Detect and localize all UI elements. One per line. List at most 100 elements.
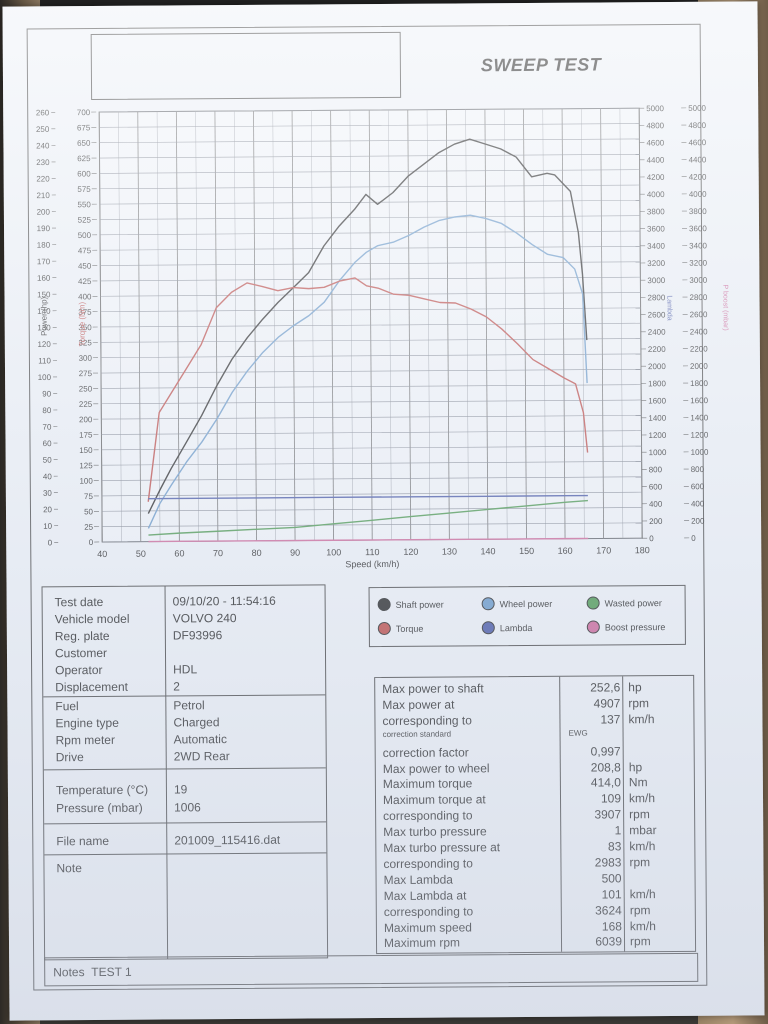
- info-row-customer: Customer: [54, 645, 108, 661]
- maxima-row: correction factor 0,997: [376, 743, 694, 760]
- power-tick-label: 80: [42, 406, 52, 415]
- maxima-value: 252,6: [590, 680, 621, 695]
- lambda-tick-label: 3200: [647, 259, 665, 268]
- torque-tick-label: 600: [77, 169, 91, 178]
- info-row-vehicle: Vehicle model VOLVO 240: [54, 611, 237, 627]
- maxima-unit: mbar: [629, 823, 657, 838]
- maxima-row: Max Lambda 500: [377, 871, 695, 887]
- info-row-engine: Engine type Charged: [55, 715, 220, 731]
- maxima-row: Maximum speed 168 km/h: [377, 918, 695, 935]
- x-tick-label: 80: [252, 548, 262, 558]
- torque-tick-label: 500: [78, 231, 92, 240]
- x-tick-label: 160: [558, 546, 573, 556]
- maxima-label: Max power to shaft: [382, 681, 484, 697]
- lambda-tick-label: 200: [649, 517, 663, 526]
- torque-tick-label: 550: [77, 200, 91, 209]
- torque-tick-label: 650: [77, 139, 91, 148]
- x-tick-label: 60: [174, 548, 184, 558]
- x-tick-label: 40: [97, 549, 107, 559]
- boost-tick-label: 2200: [690, 345, 708, 354]
- x-tick-label: 100: [326, 547, 341, 557]
- lambda-tick-label: 1000: [649, 448, 667, 457]
- info-row-rpm-meter: Rpm meter Automatic: [55, 732, 227, 748]
- maxima-label: Maximum torque: [382, 776, 473, 792]
- maxima-label: corresponding to: [383, 808, 473, 824]
- maxima-unit: km/h: [628, 791, 656, 806]
- maxima-label: corresponding to: [383, 903, 474, 919]
- power-tick-label: 70: [42, 423, 52, 432]
- maxima-unit: rpm: [629, 934, 651, 949]
- power-tick-label: 50: [43, 456, 53, 465]
- maxima-row: Maximum torque at 109 km/h: [376, 791, 694, 807]
- torque-tick-label: 175: [79, 431, 93, 440]
- info-row-displacement: Displacement 2: [55, 679, 180, 695]
- maxima-table: Max power to shaft 252,6 hp Max power at 490…: [374, 674, 697, 955]
- boost-tick-label: 800: [691, 465, 705, 474]
- info-row-test-date: Test date 09/10/20 - 11:54:16: [54, 593, 276, 610]
- x-tick-label: 110: [365, 547, 379, 557]
- maxima-label: Maximum rpm: [383, 935, 461, 951]
- maxima-unit: km/h: [629, 839, 656, 854]
- notes-bar: Notes TEST 1: [44, 952, 699, 987]
- maxima-value: 2983: [594, 855, 622, 870]
- legend-swatch: [586, 596, 600, 610]
- legend-item-torque: Torque: [377, 621, 424, 636]
- lambda-tick-label: 2800: [647, 293, 665, 302]
- power-tick-label: 190: [37, 224, 51, 233]
- power-tick-label: 170: [37, 257, 51, 266]
- maxima-row: Max power to wheel 208,8 hp: [376, 759, 694, 776]
- notes-label: Notes: [53, 965, 85, 980]
- torque-tick-label: 50: [84, 507, 94, 516]
- boost-tick-label: 1600: [690, 396, 708, 405]
- x-tick-label: 180: [635, 545, 650, 555]
- boost-tick-label: 4800: [688, 121, 706, 130]
- torque-tick-label: 300: [79, 354, 93, 363]
- boost-tick-label: 2400: [690, 327, 708, 336]
- torque-tick-label: 450: [78, 262, 92, 271]
- torque-tick-label: 525: [78, 216, 92, 225]
- maxima-unit: rpm: [628, 696, 650, 711]
- torque-tick-label: 675: [77, 123, 91, 132]
- boost-tick-label: 3200: [689, 259, 707, 268]
- torque-tick-label: 200: [79, 415, 93, 424]
- torque-tick-label: 100: [79, 477, 93, 486]
- boost-tick-label: 1200: [690, 431, 708, 440]
- torque-tick-label: 475: [78, 246, 92, 255]
- torque-tick-label: 25: [84, 523, 94, 532]
- torque-tick-label: 700: [77, 108, 91, 117]
- maxima-row: Max turbo pressure at 83 km/h: [376, 839, 694, 855]
- maxima-label: Max turbo pressure at: [383, 840, 501, 856]
- lambda-tick-label: 4000: [647, 190, 665, 199]
- maxima-unit: Nm: [628, 775, 648, 790]
- power-tick-label: 200: [37, 208, 51, 217]
- maxima-unit: km/h: [629, 918, 656, 933]
- torque-tick-label: 625: [77, 154, 91, 163]
- torque-tick-label: 0: [89, 538, 94, 547]
- maxima-value: 208,8: [590, 759, 621, 775]
- maxima-unit: rpm: [629, 855, 651, 870]
- boost-tick-label: 400: [691, 499, 705, 508]
- maxima-value: 4907: [593, 696, 621, 711]
- maxima-row: Max turbo pressure 1 mbar: [376, 823, 694, 839]
- power-tick-label: 10: [43, 522, 53, 531]
- power-tick-label: 210: [36, 191, 50, 200]
- boost-tick-label: 3000: [689, 276, 707, 285]
- lambda-tick-label: 4800: [646, 121, 664, 130]
- maxima-label: Max Lambda at: [383, 888, 467, 903]
- info-row-temperature: Temperature (°C) 19: [55, 782, 188, 798]
- lambda-tick-label: 2600: [648, 310, 666, 319]
- power-tick-label: 60: [43, 439, 53, 448]
- legend-item-wasted-power: Wasted power: [586, 596, 662, 610]
- power-tick-label: 260: [36, 108, 50, 117]
- boost-axis-label: P boost (mbar): [721, 285, 728, 331]
- maxima-label: Max Lambda: [383, 872, 453, 887]
- lambda-tick-label: 3000: [647, 276, 665, 285]
- maxima-label: correction factor: [382, 745, 469, 760]
- maxima-unit: hp: [628, 759, 643, 774]
- maxima-label: corresponding to: [383, 856, 473, 871]
- boost-tick-label: 1000: [691, 448, 709, 457]
- power-tick-label: 250: [36, 125, 50, 134]
- info-row-pressure: Pressure (mbar) 1006: [56, 800, 201, 816]
- boost-tick-label: 1800: [690, 379, 708, 388]
